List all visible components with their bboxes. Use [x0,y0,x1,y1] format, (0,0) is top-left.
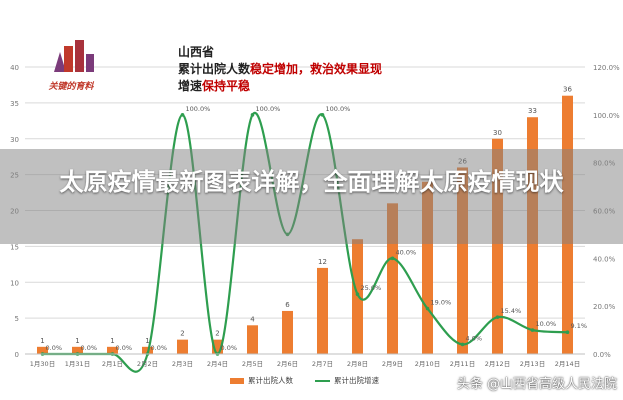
line-data-label: 25.0% [361,284,382,292]
x-tick-label: 2月6日 [277,360,298,368]
bar [212,339,223,354]
y2-tick-label: 100.0% [593,112,620,120]
bar [247,325,258,354]
y-tick-label: 30 [10,136,19,144]
x-tick-label: 2月2日 [137,360,158,368]
title-region: 山西省 [178,45,215,59]
x-tick-label: 2月14日 [555,360,580,368]
legend-label-bar: 累计出院人数 [248,375,293,385]
y-tick-label: 15 [10,243,19,251]
bar [422,181,433,354]
line-data-label: 0.0% [221,344,238,352]
line-data-label: 100.0% [186,105,211,113]
y-tick-label: 10 [10,279,19,287]
line-data-label: 40.0% [396,248,417,256]
y2-tick-label: 0.0% [593,351,611,359]
bar-data-label: 12 [318,258,327,266]
bar-data-label: 36 [563,86,572,94]
x-tick-label: 2月1日 [102,360,123,368]
x-axis: 1月30日 1月31日 2月1日 2月2日 2月3日 2月4日 2月5日 2月6日 2月7日 2月… [25,353,585,368]
logo-text: 关键的育料 [48,82,94,92]
bar [37,346,48,354]
bar-data-label: 4 [250,315,255,323]
line-data-label: 9.1% [571,322,588,330]
x-tick-label: 2月3日 [172,360,193,368]
x-tick-label: 2月12日 [485,360,510,368]
bar-data-label: 2 [180,330,184,338]
legend-swatch-bar [230,378,244,384]
bar-data-label: 2 [215,330,219,338]
y2-tick-label: 120.0% [593,64,620,72]
line-labels: 0.0% 0.0% 0.0% 0.0% 100.0% 0.0% 100.0% 100.0% 25… [46,105,588,352]
logo-bars-icon [54,40,94,72]
y2-tick-label: 40.0% [593,255,616,263]
y-tick-label: 0 [15,351,19,359]
x-tick-label: 1月31日 [65,360,90,368]
bar [387,203,398,354]
bar [72,346,83,354]
bar-data-label: 30 [493,129,502,137]
title-line-2-plain: 累计出院人数 [178,62,251,76]
watermark: 头条 @山西省高级人民法院 [456,377,617,392]
bar-data-label: 1 [40,337,44,345]
bar-data-label: 1 [145,337,149,345]
legend: 累计出院人数 累计出院增速 [230,375,379,385]
bar [457,167,468,354]
x-tick-label: 2月9日 [382,360,403,368]
title-line-3: 增速保持平稳 [178,79,250,94]
x-tick-label: 1月30日 [30,360,55,368]
title-line-2: 累计出院人数稳定增加，救治效果显现 [178,62,382,77]
bar [492,138,503,354]
headline-text: 太原疫情最新图表详解，全面理解太原疫情现状 [59,168,564,196]
legend-label-line: 累计出院增速 [334,375,379,385]
line-point [180,113,185,117]
bar [352,239,363,354]
line-point [495,315,500,319]
line-data-label: 0.0% [151,344,168,352]
x-tick-label: 2月13日 [520,360,545,368]
y2-tick-label: 20.0% [593,303,616,311]
line-data-label: 100.0% [256,105,281,113]
line-data-label: 10.0% [536,320,557,328]
bar [107,346,118,354]
line-data-label: 19.0% [431,299,452,307]
line-data-label: 4.0% [466,334,483,342]
line-data-label: 0.0% [81,344,98,352]
y-tick-label: 40 [10,64,19,72]
line-data-label: 0.0% [46,344,63,352]
headline-banner [0,149,623,244]
bar [177,339,188,354]
line-point [565,330,570,335]
title-line-3-highlight: 保持平稳 [202,79,251,93]
y-tick-label: 5 [15,315,19,323]
line-data-label: 0.0% [116,344,133,352]
bar-data-label: 6 [285,301,290,309]
logo [30,38,112,94]
bar-data-label: 33 [528,107,537,115]
line-point [320,113,325,117]
line-data-label: 100.0% [326,105,351,113]
x-tick-label: 2月4日 [207,360,228,368]
line-point [390,256,395,261]
line-point [530,328,535,332]
line-data-label: 15.4% [501,307,522,315]
y-tick-label: 35 [10,100,19,108]
bar [317,267,328,354]
bar-data-label: 1 [110,337,114,345]
bar [282,310,293,354]
x-tick-label: 2月5日 [242,360,263,368]
line-point [355,292,360,297]
x-tick-label: 2月10日 [415,360,440,368]
bar-data-label: 1 [75,337,79,345]
title-line-2-highlight: 稳定增加，救治效果显现 [250,62,383,76]
x-tick-label: 2月8日 [347,360,368,368]
line-point [425,306,430,311]
line-point [250,113,255,117]
x-tick-label: 2月11日 [450,360,475,368]
title-line-3-plain: 增速 [178,79,203,93]
x-tick-label: 2月7日 [312,360,333,368]
line-point [460,342,465,347]
